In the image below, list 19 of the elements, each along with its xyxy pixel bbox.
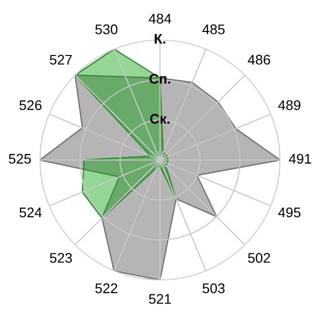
y-tick-label: К. (154, 34, 166, 44)
spoke-label: 526 (20, 100, 42, 110)
spoke-label: 485 (202, 24, 225, 34)
spoke-label: 527 (50, 54, 72, 65)
spoke-label: 522 (95, 283, 118, 294)
spoke-label: 503 (202, 283, 225, 294)
y-tick-label: Сп. (149, 74, 170, 84)
spoke-label: 523 (50, 252, 72, 263)
spoke-label: 486 (248, 54, 270, 65)
spoke-label: 495 (278, 208, 300, 218)
spoke-label: 524 (20, 208, 42, 218)
spoke-label: 491 (288, 154, 312, 164)
spoke-label: 530 (95, 24, 118, 34)
y-tick-label: Ск. (150, 114, 170, 124)
spoke-label: 484 (148, 14, 172, 24)
spoke-label: 489 (278, 100, 300, 110)
spoke-label: 521 (148, 294, 171, 304)
spoke-label: 502 (248, 252, 270, 263)
spoke-label: 525 (8, 154, 31, 164)
